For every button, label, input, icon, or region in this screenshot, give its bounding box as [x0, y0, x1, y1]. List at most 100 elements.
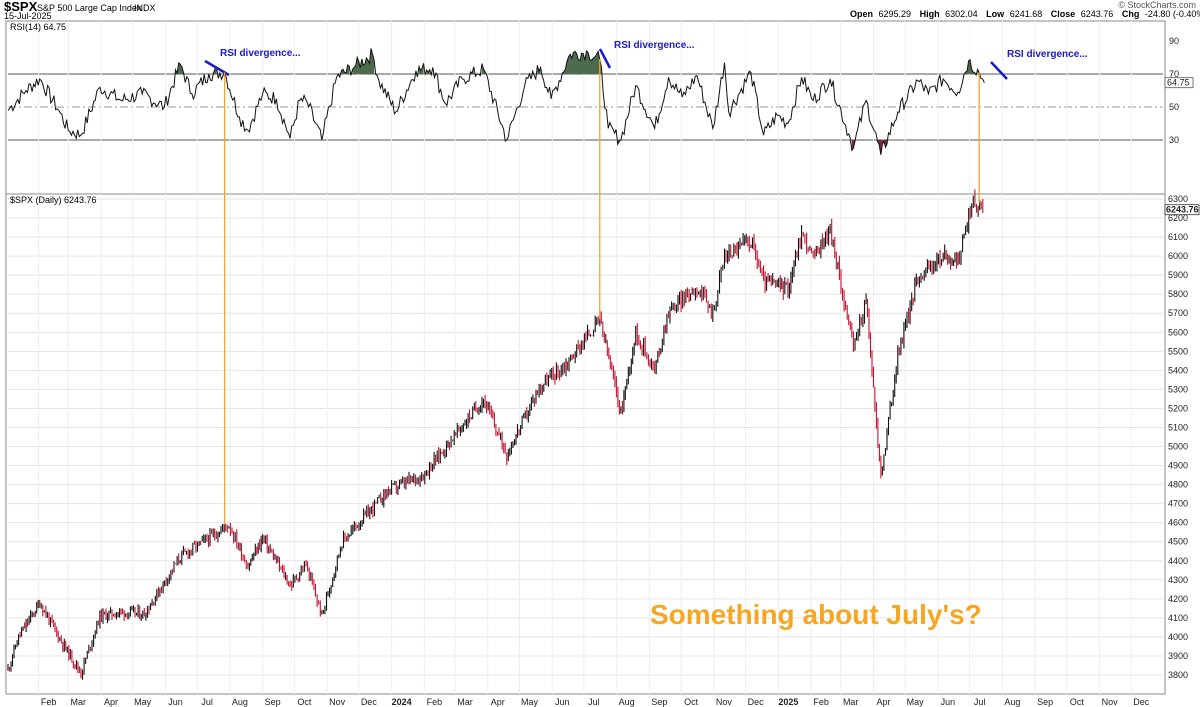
rsi-series-line	[7, 48, 985, 155]
x-tick-label-Oct: Oct	[1070, 697, 1085, 707]
rsi-shade	[418, 63, 424, 74]
x-tick-label-Feb: Feb	[427, 697, 443, 707]
price-last-value: 6243.76	[1166, 205, 1199, 215]
ohlc-readout: Open 6295.29 High 6302.04 Low 6241.68 Cl…	[850, 9, 1200, 19]
exchange-label: INDX	[134, 3, 156, 13]
open-value: 6295.29	[879, 9, 912, 19]
price-tick-label-4400: 4400	[1168, 556, 1188, 566]
rsi-shade	[213, 68, 217, 74]
price-tick-label-5700: 5700	[1168, 308, 1188, 318]
headline-annotation: Something about July's?	[650, 599, 982, 630]
price-gridlines	[8, 198, 1163, 676]
x-tick-label-May: May	[521, 697, 539, 707]
rsi-legend: RSI(14) 64.75	[10, 22, 66, 32]
x-tick-label-Sep: Sep	[1037, 697, 1053, 707]
chg-value: -24.80 (-0.40%)	[1145, 9, 1200, 19]
x-tick-label-Jul: Jul	[974, 697, 986, 707]
high-value: 6302.04	[945, 9, 978, 19]
x-tick-label-Apr: Apr	[104, 697, 118, 707]
price-tick-label-6100: 6100	[1168, 232, 1188, 242]
price-last-value-box	[1164, 204, 1200, 216]
price-tick-label-5000: 5000	[1168, 442, 1188, 452]
x-tick-label-Dec: Dec	[1133, 697, 1150, 707]
date-label: 15-Jul-2025	[4, 11, 52, 21]
price-tick-label-4000: 4000	[1168, 632, 1188, 642]
divergence-label-3: RSI divergence...	[1007, 49, 1088, 60]
price-tick-label-5300: 5300	[1168, 384, 1188, 394]
x-tick-label-Dec: Dec	[361, 697, 378, 707]
x-tick-label-Oct: Oct	[297, 697, 312, 707]
x-tick-label-Feb: Feb	[41, 697, 57, 707]
price-tick-label-6300: 6300	[1168, 194, 1188, 204]
x-tick-label-Feb: Feb	[813, 697, 829, 707]
index-name: S&P 500 Large Cap Index	[37, 3, 142, 13]
x-tick-label-May: May	[134, 697, 152, 707]
x-tick-label-Apr: Apr	[876, 697, 890, 707]
price-tick-label-4800: 4800	[1168, 480, 1188, 490]
price-tick-label-4600: 4600	[1168, 518, 1188, 528]
price-tick-label-4200: 4200	[1168, 594, 1188, 604]
x-tick-label-Nov: Nov	[329, 697, 346, 707]
divergence-line-3	[990, 61, 1008, 80]
price-tick-label-5100: 5100	[1168, 422, 1188, 432]
rsi-tick-label-30: 30	[1169, 135, 1179, 145]
rsi-gridlines	[8, 21, 1163, 194]
divergence-line-2	[598, 48, 612, 69]
rsi-shade	[470, 66, 474, 74]
x-tick-label-Jul: Jul	[201, 697, 213, 707]
high-label: High	[920, 9, 940, 19]
rsi-shade	[352, 48, 375, 74]
x-tick-label-Sep: Sep	[651, 697, 667, 707]
x-tick-label-Mar: Mar	[457, 697, 473, 707]
rsi-last-value-tag: 64.75	[1164, 77, 1194, 89]
price-tick-label-5400: 5400	[1168, 365, 1188, 375]
price-tick-label-4100: 4100	[1168, 613, 1188, 623]
price-tick-label-4300: 4300	[1168, 575, 1188, 585]
low-label: Low	[986, 9, 1005, 19]
price-tick-label-6000: 6000	[1168, 251, 1188, 261]
x-axis: Feb Mar Apr May Jun Jul Aug Sep Oct Nov Dec 2024 Feb…	[41, 697, 1150, 707]
x-tick-label-Jun: Jun	[941, 697, 956, 707]
price-candles	[7, 189, 984, 680]
rsi-panel: 30 50 70 90 RSI(14) 64.75 64.75 RSI diverge…	[5, 20, 1194, 195]
x-tick-label-2025: 2025	[778, 697, 798, 707]
price-tick-label-4900: 4900	[1168, 461, 1188, 471]
x-tick-label-Sep: Sep	[265, 697, 281, 707]
x-tick-label-Apr: Apr	[491, 697, 505, 707]
rsi-tick-label-90: 90	[1169, 36, 1179, 46]
price-y-axis: 3800 3900 4000 4100 4200 4300 4400 4500 4600 4700…	[1168, 194, 1188, 680]
price-tick-label-4500: 4500	[1168, 537, 1188, 547]
x-tick-label-Jun: Jun	[168, 697, 183, 707]
rsi-tick-label-50: 50	[1169, 102, 1179, 112]
price-tick-label-3900: 3900	[1168, 651, 1188, 661]
price-tick-label-5600: 5600	[1168, 327, 1188, 337]
chart-header: $SPX S&P 500 Large Cap Index INDX 15-Jul…	[4, 0, 1200, 21]
price-tick-label-5800: 5800	[1168, 289, 1188, 299]
close-label: Close	[1051, 9, 1076, 19]
divergence-connectors	[223, 59, 980, 525]
price-tick-label-6200: 6200	[1168, 213, 1188, 223]
rsi-shade	[426, 69, 430, 74]
rsi-shade	[562, 50, 602, 74]
divergence-label-1: RSI divergence...	[220, 48, 301, 59]
rsi-shade	[537, 65, 541, 74]
x-tick-label-Aug: Aug	[619, 697, 635, 707]
x-gridlines	[38, 194, 1132, 694]
rsi-last-value: 64.75	[1167, 78, 1190, 88]
symbol-label: $SPX	[4, 0, 38, 14]
x-tick-label-Aug: Aug	[1004, 697, 1020, 707]
rsi-y-axis: 30 50 70 90	[1169, 36, 1179, 145]
rsi-tick-label-70: 70	[1169, 69, 1179, 79]
x-tick-label-Aug: Aug	[232, 697, 248, 707]
price-panel: 3800 3900 4000 4100 4200 4300 4400 4500 4600 4700…	[5, 189, 1200, 695]
x-tick-label-Jul: Jul	[588, 697, 600, 707]
close-value: 6243.76	[1081, 9, 1114, 19]
price-last-value-tag: 6243.76	[1164, 204, 1200, 216]
brand-label: © StockCharts.com	[1118, 0, 1196, 10]
x-tick-label-Oct: Oct	[684, 697, 699, 707]
price-legend: $SPX (Daily) 6243.76	[10, 195, 97, 205]
x-tick-label-Mar: Mar	[843, 697, 859, 707]
x-tick-label-Jun: Jun	[555, 697, 570, 707]
rsi-shade	[965, 59, 975, 74]
